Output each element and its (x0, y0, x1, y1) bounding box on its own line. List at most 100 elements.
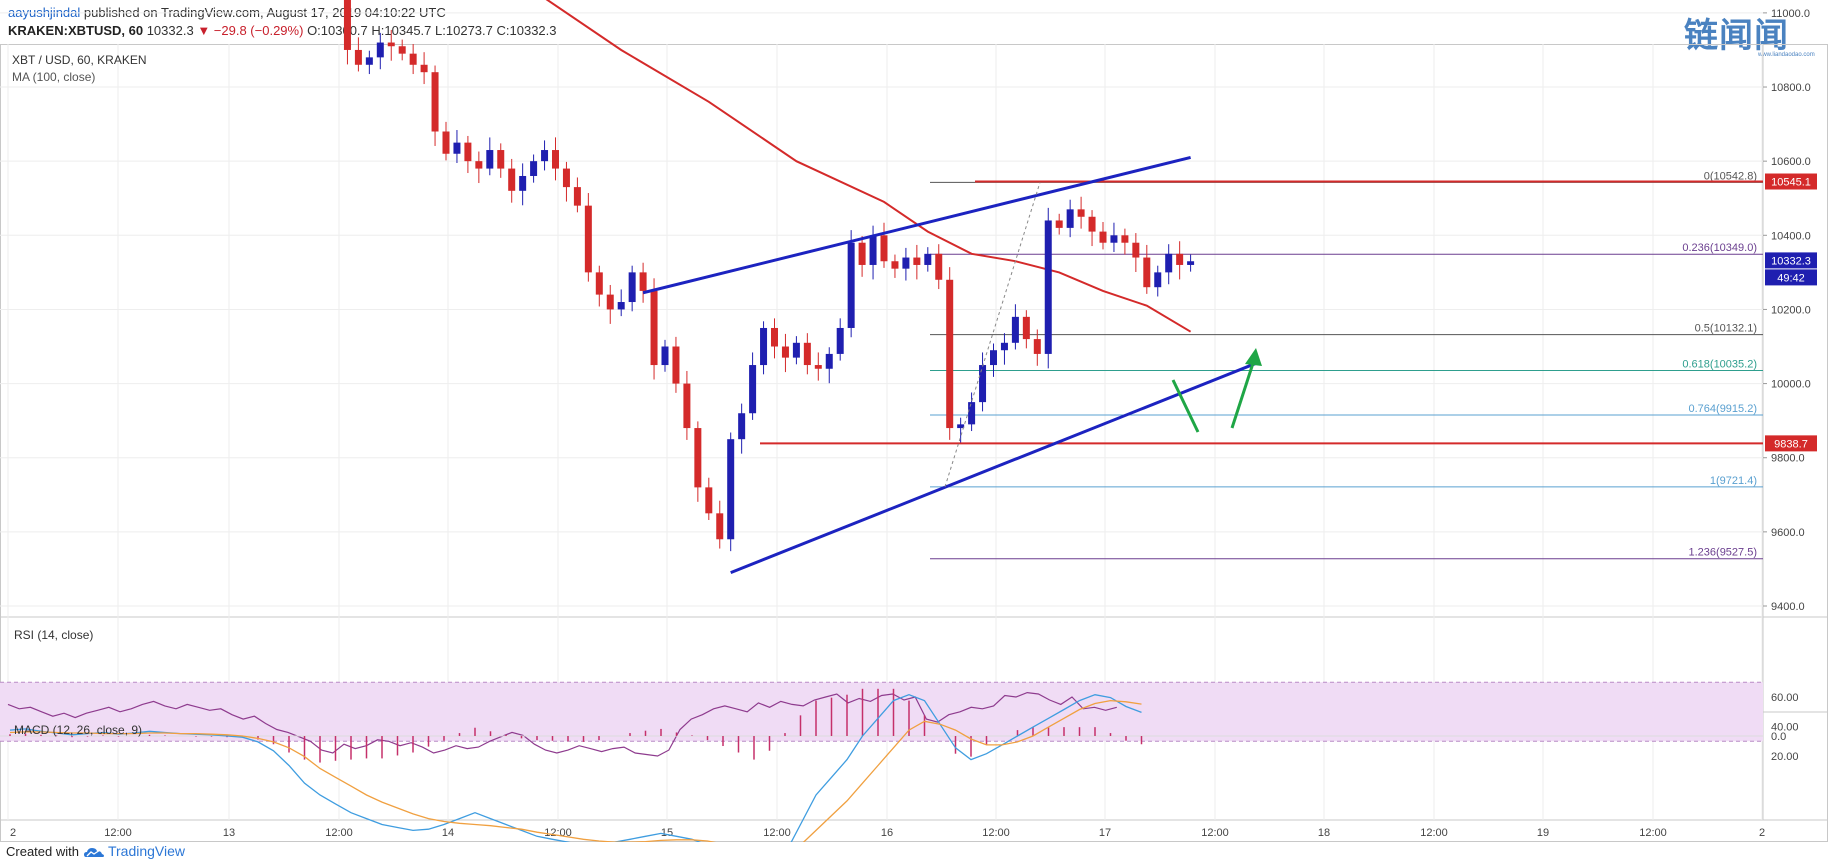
rsi-band (0, 682, 1763, 742)
y-tick-label: 10200.0 (1771, 304, 1811, 316)
candle-up (1154, 272, 1162, 288)
candle-up (968, 402, 976, 425)
candle-down (935, 253, 943, 280)
macd-title: MACD (12, 26, close, 9) (14, 723, 142, 737)
logo-url: www.liandaodao.com (1758, 52, 1815, 58)
candle-down (639, 272, 647, 291)
x-tick-label: 2 (10, 827, 16, 839)
candle-down (442, 131, 450, 154)
watermark-logo: 链闻闻 www.liandaodao.com (1684, 16, 1820, 58)
rsi-y-tick-label: 60.00 (1771, 692, 1799, 704)
x-tick-label: 12:00 (104, 827, 132, 839)
x-tick-label: 15 (661, 827, 673, 839)
tradingview-cloud-icon (83, 847, 104, 857)
candle-up (847, 242, 855, 328)
trend-line (642, 155, 1191, 295)
candle-up (486, 150, 494, 169)
x-tick-label: 17 (1099, 827, 1111, 839)
fib-level-label: 0.236(10349.0) (1682, 242, 1757, 254)
candle-down (672, 346, 680, 384)
candle-up (957, 424, 965, 429)
ma-indicator-label: MA (100, close) (12, 70, 95, 84)
countdown-text: 49:42 (1777, 272, 1805, 284)
tradingview-brand[interactable]: TradingView (107, 843, 186, 859)
candle-down (606, 294, 614, 310)
header-bar: aayushjindal published on TradingView.co… (0, 0, 1828, 58)
arrow-head (1245, 348, 1262, 366)
y-tick-label: 10400.0 (1771, 230, 1811, 242)
x-tick-label: 2 (1759, 827, 1765, 839)
rsi-line (7, 691, 1117, 757)
candle-up (661, 346, 669, 366)
candle-down (409, 53, 417, 65)
low-value: L:10273.7 (435, 23, 493, 38)
candle-up (453, 142, 461, 154)
candle-down (1143, 257, 1151, 288)
symbol-label: KRAKEN:XBTUSD, 60 (8, 23, 144, 38)
candle-down (562, 168, 570, 188)
x-tick-label: 12:00 (1639, 827, 1667, 839)
y-tick-label: 9800.0 (1771, 453, 1805, 465)
high-value: H:10345.7 (371, 23, 432, 38)
fib-anchor-diagonal (944, 182, 1041, 488)
logo-text: 链闻闻 (1684, 17, 1789, 55)
projection-arrow-up (1230, 353, 1258, 429)
x-tick-label: 12:00 (1201, 827, 1229, 839)
candle-up (1000, 342, 1008, 351)
created-with-text: Created with (6, 844, 79, 859)
current-price-text: 10332.3 (1771, 255, 1811, 267)
candle-up (825, 353, 833, 369)
candle-up (869, 235, 877, 265)
candle-up (990, 350, 997, 366)
candle-down (1077, 209, 1085, 217)
chart-canvas[interactable]: 2 12:00 13 12:00 14 12:00 15 12:00 16 12:00 17 12:0… (0, 0, 1828, 842)
candle-down (1088, 216, 1096, 232)
candle-down (573, 187, 581, 206)
fib-level-label: 1.236(9527.5) (1689, 547, 1758, 559)
candle-down (858, 242, 866, 265)
candle-up (836, 327, 844, 354)
candle-up (376, 42, 384, 58)
candle-down (891, 261, 899, 269)
x-tick-label: 12:00 (1420, 827, 1448, 839)
candle-down (705, 487, 713, 514)
fib-level-label: 1(9721.4) (1710, 475, 1757, 487)
candle-down (814, 365, 822, 369)
x-tick-label: 12:00 (982, 827, 1010, 839)
candle-down (1132, 242, 1140, 258)
candle-down (595, 272, 603, 295)
candle-down (694, 428, 702, 488)
candle-up (902, 257, 910, 269)
candle-down (880, 235, 888, 262)
candle-up (749, 365, 757, 414)
x-tick-label: 19 (1537, 827, 1549, 839)
candle-down (913, 257, 921, 265)
x-tick-label: 12:00 (325, 827, 353, 839)
rsi-y-tick-label: 40.00 (1771, 722, 1799, 734)
x-tick-label: 13 (223, 827, 235, 839)
candle-down (387, 42, 395, 47)
y-tick-label: 11000.0 (1771, 8, 1810, 20)
candle-down (354, 49, 362, 65)
current-price-tag (1765, 252, 1817, 269)
rsi-y-tick-label: 20.00 (1771, 751, 1799, 763)
candle-down (1176, 253, 1184, 265)
candle-up (365, 57, 373, 65)
candle-down (771, 327, 778, 347)
candle-up (519, 175, 527, 191)
candle-down (716, 513, 724, 540)
candle-down (431, 72, 439, 132)
candle-up (727, 439, 735, 540)
candle-up (628, 272, 636, 303)
last-price: 10332.3 (146, 23, 194, 38)
candle-down (781, 346, 789, 358)
candle-down (420, 64, 428, 73)
candle-down (1033, 339, 1041, 354)
candle-down (1121, 235, 1129, 243)
candle-down (343, 0, 351, 50)
trend-line (730, 361, 1257, 575)
candle-down (584, 205, 592, 273)
candle-up (541, 150, 549, 162)
close-value: C:10332.3 (496, 23, 557, 38)
fib-level-label: 0.5(10132.1) (1695, 323, 1757, 335)
